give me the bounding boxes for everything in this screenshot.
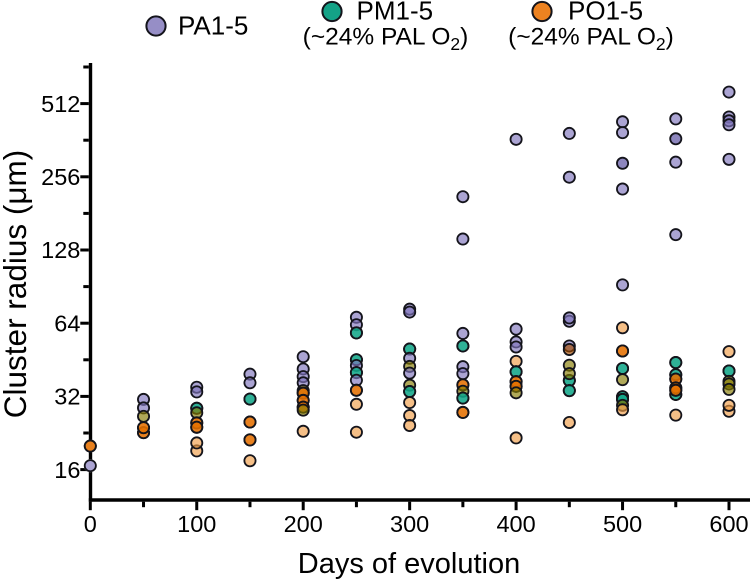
x-tick-label: 200 [284, 511, 323, 537]
data-point [190, 436, 204, 450]
data-point [722, 398, 736, 412]
data-point [456, 190, 470, 204]
data-point [296, 350, 310, 364]
x-tick-label: 0 [84, 511, 97, 537]
y-tick-label: 128 [41, 237, 80, 263]
legend-label-po: PO1-5 [568, 0, 643, 25]
data-points [83, 85, 736, 473]
data-point [616, 344, 630, 358]
data-point [562, 342, 576, 356]
data-point [456, 405, 470, 419]
data-point [616, 403, 630, 417]
y-axis-title: Cluster radius (μm) [0, 150, 33, 418]
axis-labels: Days of evolution Cluster radius (μm) [0, 150, 520, 580]
data-point [509, 354, 523, 368]
data-point [669, 408, 683, 422]
legend-entry-pm: PM1-5 (~24% PAL O2) [303, 0, 469, 54]
data-point [243, 392, 257, 406]
data-point [722, 118, 736, 132]
y-tick-label: 64 [54, 310, 80, 336]
data-point [509, 431, 523, 445]
legend-sublabel-po: (~24% PAL O2) [508, 24, 674, 55]
data-point [722, 382, 736, 396]
legend: PA1-5 PM1-5 (~24% PAL O2) PO1-5 (~24% PA… [145, 0, 674, 54]
data-point [349, 425, 363, 439]
y-tick-label: 32 [54, 384, 80, 410]
legend-marker-pm [321, 0, 343, 23]
data-point [296, 403, 310, 417]
data-point [456, 339, 470, 353]
data-point [349, 326, 363, 340]
data-point [669, 383, 683, 397]
data-point [243, 376, 257, 390]
x-tick-label: 300 [390, 511, 429, 537]
legend-marker-po [531, 0, 553, 23]
data-point [456, 367, 470, 381]
data-point [509, 132, 523, 146]
legend-entry-po: PO1-5 (~24% PAL O2) [508, 0, 674, 54]
legend-label-pa: PA1-5 [178, 10, 248, 40]
data-point [456, 391, 470, 405]
legend-entry-pa: PA1-5 [145, 10, 248, 40]
data-point [562, 384, 576, 398]
x-tick-label: 600 [709, 511, 748, 537]
data-point [456, 232, 470, 246]
data-point [509, 386, 523, 400]
data-point [669, 155, 683, 169]
data-point [137, 421, 151, 435]
x-tick-label: 500 [603, 511, 642, 537]
data-point [403, 385, 417, 399]
data-point [616, 278, 630, 292]
axes: 512 256 128 64 32 16 0 100 200 300 400 500 600 [41, 63, 750, 537]
data-point [562, 415, 576, 429]
data-point [562, 311, 576, 325]
data-point [562, 126, 576, 140]
y-tick-label: 16 [54, 457, 80, 483]
data-point [403, 366, 417, 380]
data-point [243, 433, 257, 447]
y-tick-label: 256 [41, 164, 80, 190]
data-point [137, 409, 151, 423]
x-tick-label: 400 [496, 511, 535, 537]
data-point [509, 340, 523, 354]
data-point [296, 424, 310, 438]
legend-marker-pa [145, 15, 167, 37]
data-point [616, 156, 630, 170]
data-point [562, 367, 576, 381]
data-point [403, 418, 417, 432]
data-point [562, 170, 576, 184]
data-point [190, 420, 204, 434]
data-point [669, 112, 683, 126]
data-point [403, 396, 417, 410]
data-point [722, 85, 736, 99]
legend-sublabel-pm: (~24% PAL O2) [303, 24, 469, 55]
data-point [83, 439, 97, 453]
x-axis-title: Days of evolution [298, 548, 520, 580]
data-point [616, 361, 630, 375]
data-point [669, 132, 683, 146]
data-point [616, 321, 630, 335]
legend-label-pm: PM1-5 [357, 0, 434, 25]
data-point [349, 397, 363, 411]
data-point [349, 383, 363, 397]
data-point [616, 182, 630, 196]
data-point [722, 345, 736, 359]
data-point [616, 126, 630, 140]
data-point [243, 454, 257, 468]
data-point [456, 326, 470, 340]
y-tick-label: 512 [41, 91, 80, 117]
x-tick-label: 100 [177, 511, 216, 537]
data-point [669, 356, 683, 370]
data-point [722, 152, 736, 166]
data-point [190, 385, 204, 399]
data-point [509, 322, 523, 336]
data-point [616, 115, 630, 129]
data-point [403, 305, 417, 319]
data-point [669, 228, 683, 242]
data-point [616, 373, 630, 387]
data-point [83, 459, 97, 473]
data-point [243, 415, 257, 429]
